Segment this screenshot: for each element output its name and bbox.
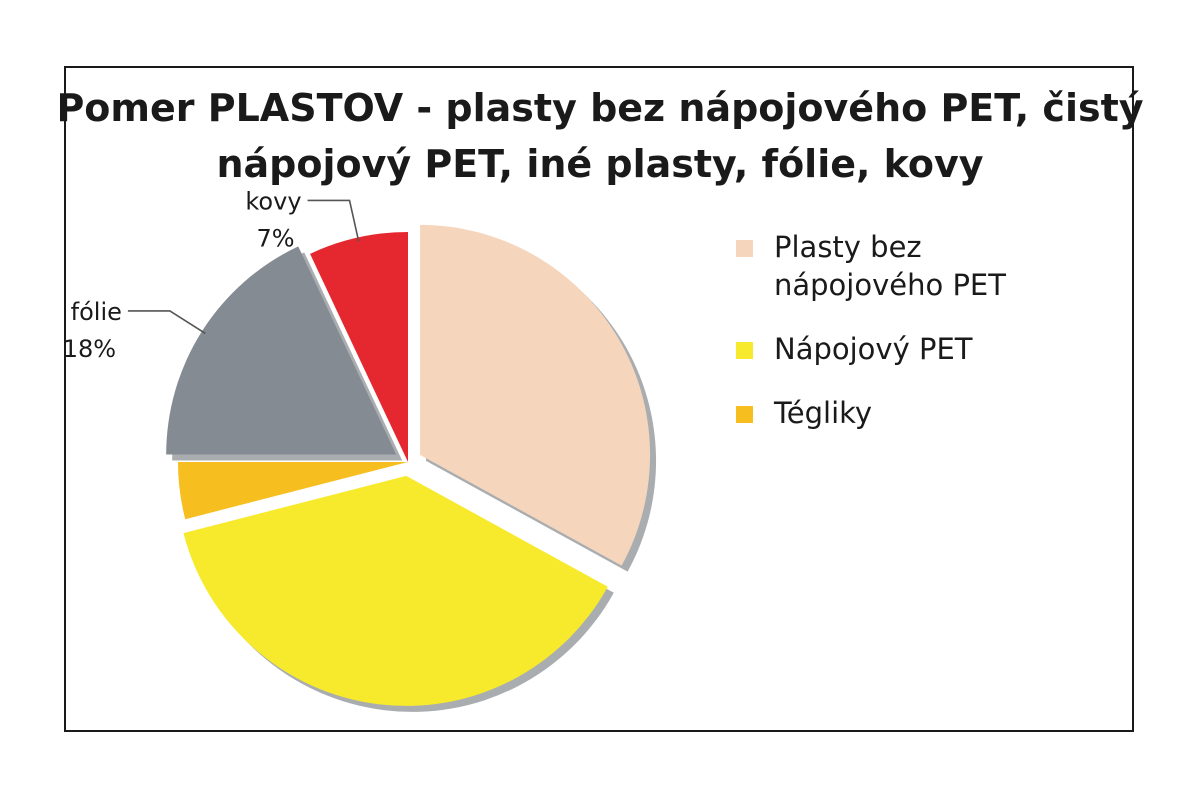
legend-swatch-napojovy-pet: [736, 342, 753, 359]
pie-slice-kovy: [310, 232, 408, 462]
slice-label-name-folie: fólie: [71, 298, 122, 326]
chart-title-text: Pomer PLASTOV - plasty bez nápojového PE…: [56, 86, 1144, 186]
pie-slice-tegliky: [178, 462, 408, 520]
slice-label-value-folie: 18%: [63, 335, 116, 363]
leader-line-folie: [127, 310, 206, 335]
legend: Plasty bez nápojového PET Nápojový PET T…: [736, 228, 1096, 458]
chart-title: Pomer PLASTOV - plasty bez nápojového PE…: [0, 80, 1200, 192]
legend-item-tegliky: Tégliky: [736, 394, 1096, 432]
slice-label-value-kovy: 7%: [256, 224, 294, 252]
pie-slice-napojovy-pet: [183, 475, 608, 706]
pie-slice-plasty-bez-napojoveho-pet: [420, 224, 651, 566]
pie-slice-folie: [166, 246, 397, 455]
leader-line-kovy: [307, 199, 360, 242]
slice-labels: fólie 18% kovy 7%: [63, 187, 360, 363]
legend-swatch-plasty: [736, 240, 753, 257]
slice-label-name-kovy: kovy: [245, 187, 301, 215]
legend-item-napojovy-pet: Nápojový PET: [736, 330, 1096, 368]
legend-label-plasty: Plasty bez nápojového PET: [774, 230, 1006, 302]
legend-item-plasty: Plasty bez nápojového PET: [736, 228, 1096, 304]
pie-slices: [166, 224, 657, 712]
legend-swatch-tegliky: [736, 406, 753, 423]
legend-label-tegliky: Tégliky: [774, 396, 873, 430]
legend-label-napojovy-pet: Nápojový PET: [774, 332, 973, 366]
